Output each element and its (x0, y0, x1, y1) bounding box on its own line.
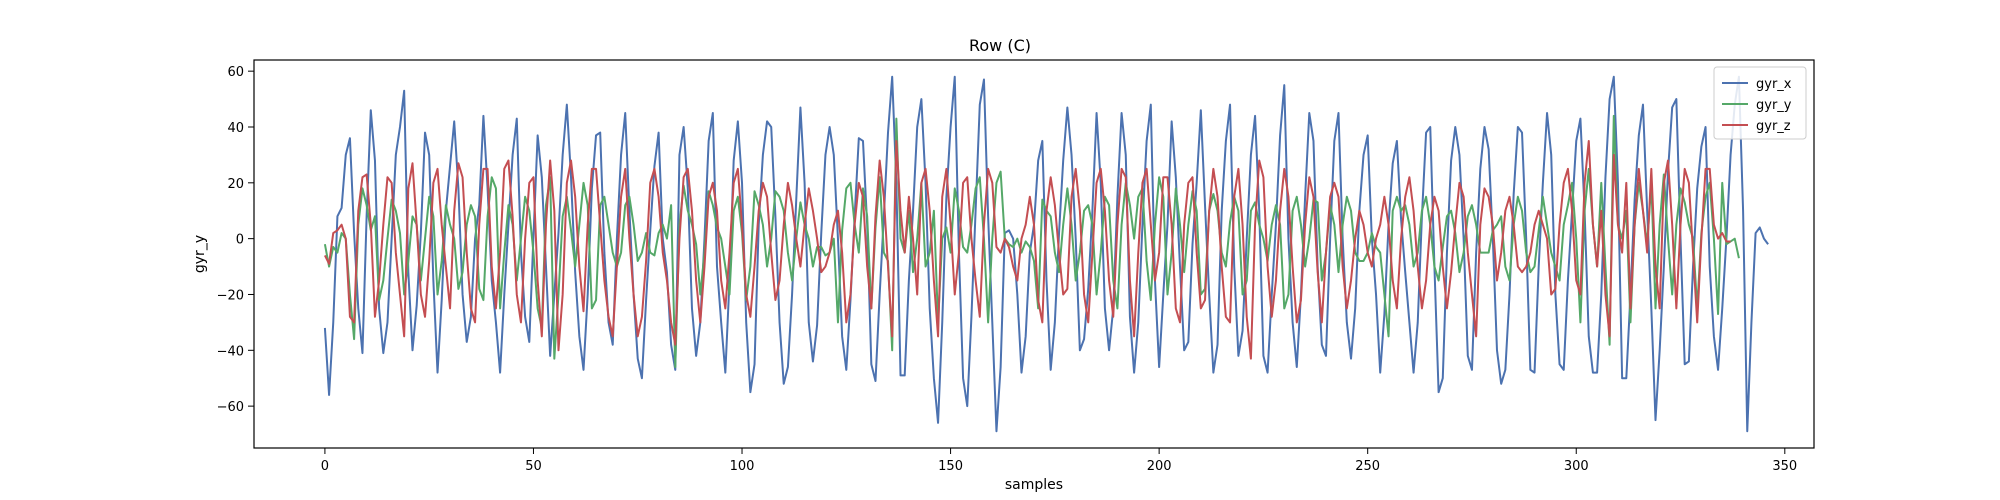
x-tick-label: 250 (1355, 459, 1380, 474)
y-tick-label: 60 (227, 65, 244, 80)
x-tick-label: 200 (1147, 459, 1172, 474)
y-tick-label: 20 (227, 177, 244, 192)
legend-label-gyr-z: gyr_z (1756, 119, 1791, 134)
y-tick-label: −20 (217, 288, 244, 303)
x-tick-label: 300 (1564, 459, 1589, 474)
y-tick-label: 40 (227, 121, 244, 136)
x-tick-label: 50 (525, 459, 542, 474)
chart-title: Row (C) (969, 36, 1031, 55)
series-line-gyr-x (323, 75, 1769, 433)
x-axis-label: samples (1005, 477, 1063, 493)
x-tick-label: 0 (321, 459, 329, 474)
x-tick-label: 150 (938, 459, 963, 474)
x-axis: 0 50 100 150 200 250 300 350 (321, 448, 1797, 474)
y-axis: −60 −40 −20 0 20 40 60 (217, 65, 254, 415)
legend-label-gyr-x: gyr_x (1756, 77, 1792, 92)
x-tick-label: 100 (730, 459, 755, 474)
y-tick-label: −60 (217, 400, 244, 415)
series-line-gyr-z (324, 139, 1731, 360)
y-tick-label: −40 (217, 344, 244, 359)
y-axis-label: gyr_y (192, 235, 208, 273)
legend-label-gyr-y: gyr_y (1756, 98, 1792, 113)
y-tick-label: 0 (236, 233, 244, 248)
x-tick-label: 350 (1772, 459, 1797, 474)
legend: gyr_x gyr_y gyr_z (1713, 66, 1807, 140)
series-layer (323, 75, 1769, 433)
legend-box (1713, 66, 1807, 140)
plot-area-frame (253, 59, 1815, 449)
